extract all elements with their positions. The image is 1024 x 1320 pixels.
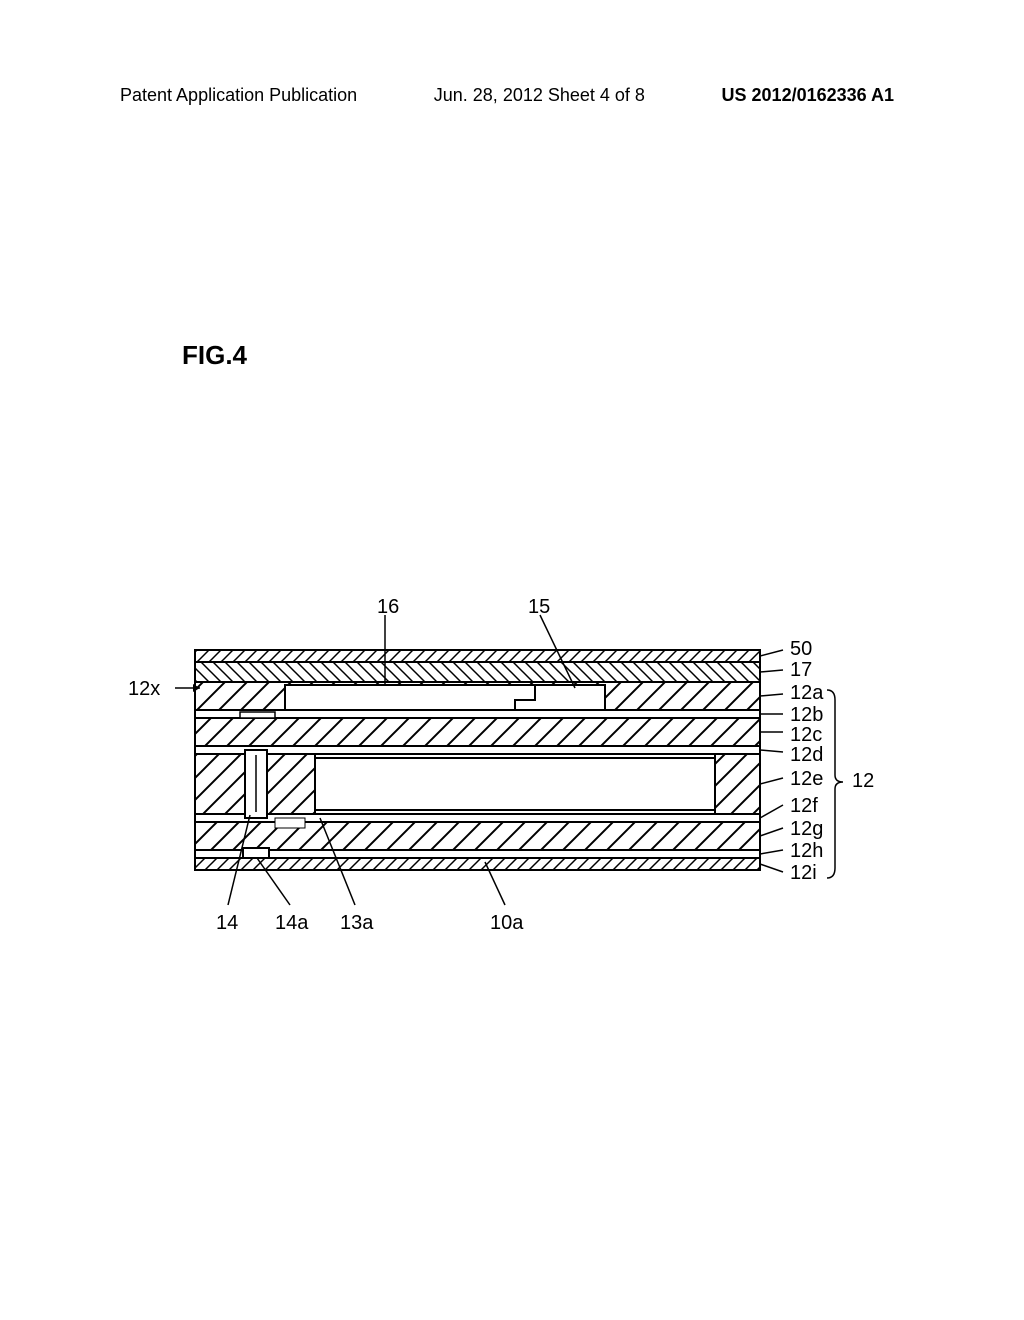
layer-17 <box>195 662 760 682</box>
label-12a: 12a <box>790 682 823 705</box>
label-12i: 12i <box>790 862 817 885</box>
layer-12b <box>195 710 760 718</box>
label-12f: 12f <box>790 795 818 818</box>
label-12x: 12x <box>128 678 160 701</box>
header-publication: Patent Application Publication <box>120 85 357 106</box>
feature-13a <box>275 818 305 828</box>
header-date-sheet: Jun. 28, 2012 Sheet 4 of 8 <box>434 85 645 106</box>
label-12e: 12e <box>790 768 823 791</box>
layer-12i <box>195 858 760 870</box>
leader-50 <box>760 650 783 656</box>
layer-12d <box>195 746 760 754</box>
layer-12c <box>195 718 760 746</box>
leader-12g <box>760 828 783 836</box>
feature-16 <box>285 685 535 710</box>
cavity-10a <box>315 758 715 810</box>
layer-12h <box>195 850 760 858</box>
leader-17 <box>760 670 783 672</box>
feature-14a <box>243 848 269 858</box>
label-14a: 14a <box>275 912 308 935</box>
label-15: 15 <box>528 596 550 619</box>
leader-12e <box>760 778 783 784</box>
label-12: 12 <box>852 770 874 793</box>
leader-12h <box>760 850 783 854</box>
figure-label: FIG.4 <box>182 340 247 371</box>
label-17: 17 <box>790 659 812 682</box>
leader-12d <box>760 750 783 752</box>
label-13a: 13a <box>340 912 373 935</box>
leader-12f <box>760 805 783 818</box>
label-16: 16 <box>377 596 399 619</box>
label-12d: 12d <box>790 744 823 767</box>
label-50: 50 <box>790 638 812 661</box>
header-doc-number: US 2012/0162336 A1 <box>722 85 894 106</box>
label-14: 14 <box>216 912 238 935</box>
layer-50 <box>195 650 760 662</box>
leader-12i <box>760 864 783 872</box>
layer-12e-right <box>715 754 760 814</box>
feature-12x <box>240 712 275 718</box>
label-12g: 12g <box>790 818 823 841</box>
label-12h: 12h <box>790 840 823 863</box>
leader-12a <box>760 694 783 696</box>
label-10a: 10a <box>490 912 523 935</box>
bracket-12 <box>827 690 843 878</box>
